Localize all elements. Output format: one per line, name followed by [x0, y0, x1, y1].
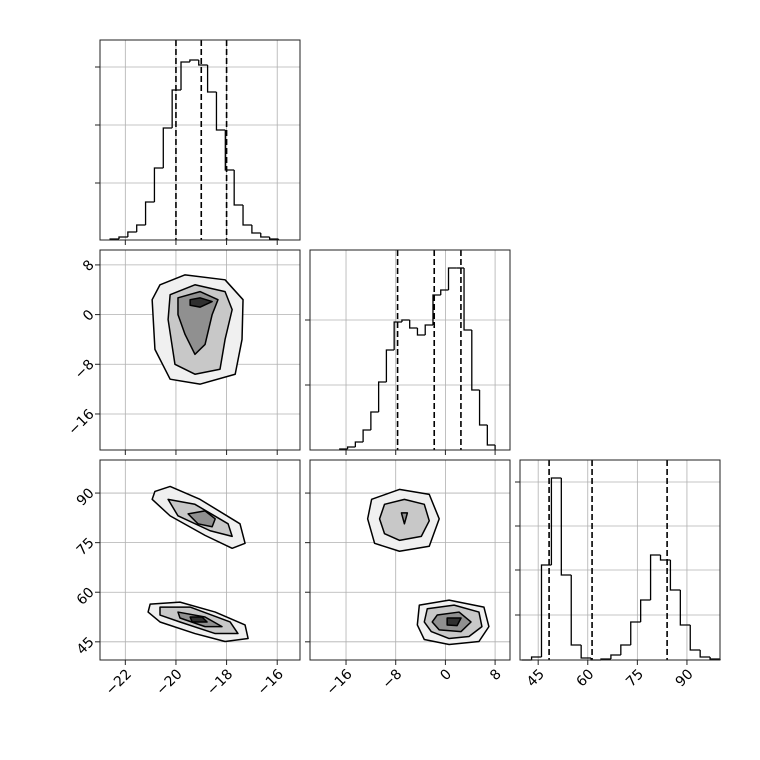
histogram-step [153, 167, 164, 202]
histogram-step [242, 205, 252, 226]
x-tick-label: −22 [103, 666, 135, 698]
histogram-step [215, 92, 226, 131]
histogram-step [393, 321, 402, 350]
x-tick-label: 8 [487, 666, 505, 684]
histogram-step [189, 59, 199, 62]
histogram-step [224, 130, 235, 171]
histogram-step [530, 656, 542, 660]
histogram-step [463, 268, 472, 331]
histogram-step [424, 324, 433, 335]
histogram-step [370, 411, 379, 430]
histogram-step [699, 650, 711, 658]
histogram-step [118, 236, 128, 239]
y-tick-label: 60 [74, 585, 98, 609]
histogram-step [127, 231, 137, 237]
x-tick-label: 0 [437, 666, 455, 684]
histogram-step [709, 657, 720, 660]
histogram-step [669, 560, 681, 591]
x-tick-label: −18 [204, 666, 236, 698]
histogram-step [689, 625, 701, 651]
histogram-step [180, 61, 190, 90]
histogram-step [540, 564, 552, 657]
histogram-step [610, 654, 621, 659]
panel-frame [99, 249, 301, 451]
histogram-step [362, 429, 371, 442]
density-contour [446, 617, 462, 627]
density-contour [177, 290, 219, 356]
histogram-step [385, 349, 395, 382]
histogram-step [640, 599, 651, 622]
histogram-step [346, 446, 356, 449]
histogram-step [206, 65, 217, 93]
y-tick-label: 0 [80, 307, 98, 325]
histogram-step [198, 60, 208, 66]
histogram-step [136, 224, 146, 232]
panel-frame [519, 459, 721, 661]
y-tick-label: 90 [74, 485, 98, 509]
panel-frame [99, 459, 301, 661]
y-tick-label: 8 [80, 257, 98, 275]
histogram-step [354, 441, 364, 447]
histogram-step [679, 590, 691, 626]
y-tick-label: −8 [72, 357, 98, 383]
x-tick-label: 75 [623, 666, 647, 690]
histogram-step [162, 127, 173, 168]
histogram-step [620, 644, 631, 655]
x-tick-label: 60 [574, 666, 598, 690]
histogram-step [401, 319, 410, 322]
histogram-step [486, 425, 496, 446]
histogram-step [580, 645, 592, 659]
x-tick-label: 90 [673, 666, 697, 690]
y-tick-label: 45 [74, 634, 98, 658]
density-contour [187, 510, 216, 528]
histogram-step [260, 233, 270, 238]
histogram-step [570, 575, 582, 646]
histogram-step [659, 555, 671, 561]
x-tick-label: −16 [323, 666, 355, 698]
histogram-step [377, 381, 387, 412]
histogram-step [144, 201, 155, 225]
histogram-step [268, 237, 279, 240]
histogram-step [432, 294, 441, 325]
histogram-step [233, 170, 244, 206]
panel-frame [309, 459, 511, 661]
histogram-step [409, 320, 418, 329]
x-tick-label: −16 [255, 666, 287, 698]
panel-frame [99, 39, 301, 241]
histogram-step [440, 289, 449, 295]
histogram-step [550, 477, 562, 565]
x-tick-label: −8 [379, 666, 405, 692]
y-tick-label: −16 [65, 406, 97, 438]
histogram-step [649, 554, 661, 600]
y-tick-label: 75 [74, 535, 98, 559]
histogram-step [630, 621, 641, 645]
x-tick-label: 45 [524, 666, 548, 690]
x-tick-label: −20 [153, 666, 185, 698]
density-contour [189, 297, 213, 308]
histogram-step [251, 225, 261, 234]
histogram-step [447, 267, 457, 290]
histogram-step [560, 478, 572, 576]
panel-frame [309, 249, 511, 451]
histogram-step [416, 328, 426, 336]
histogram-step [171, 89, 182, 128]
histogram-step [471, 330, 480, 391]
density-contour [400, 512, 409, 525]
density-contour [189, 616, 208, 623]
histogram-step [478, 390, 488, 426]
